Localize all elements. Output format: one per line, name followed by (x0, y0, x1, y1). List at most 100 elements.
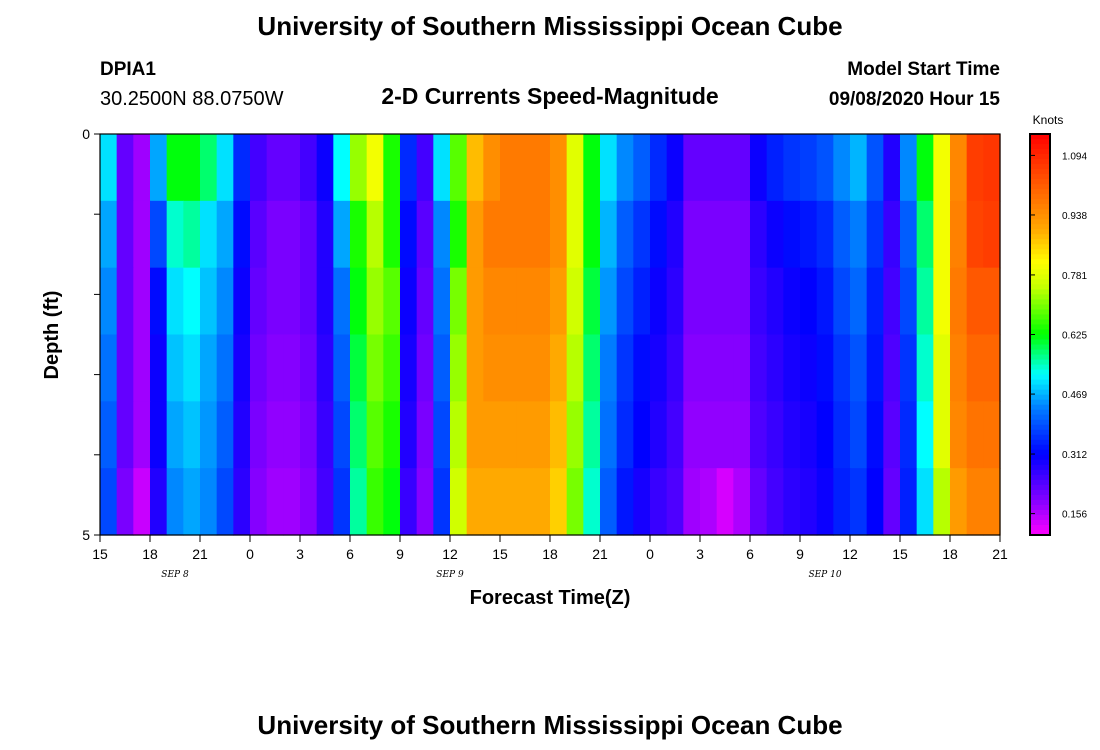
heatmap-cell (300, 134, 318, 202)
heatmap-cell (700, 200, 718, 269)
heatmap-cell (666, 401, 684, 469)
heatmap-cell (316, 200, 334, 269)
model-start-label: Model Start Time (847, 59, 1000, 80)
heatmap-cell (483, 200, 501, 269)
heatmap-cell (466, 468, 484, 536)
heatmap-cell (383, 200, 401, 269)
heatmap-cell (633, 134, 651, 202)
colorbar-unit: Knots (1033, 113, 1064, 127)
x-tick-label: 12 (842, 546, 858, 562)
heatmap-cell (366, 267, 384, 336)
heatmap-cell (616, 334, 634, 402)
y-axis-title: Depth (ft) (41, 291, 63, 380)
x-tick-label: 21 (992, 546, 1008, 562)
heatmap-cell (733, 134, 751, 202)
colorbar-segment (1030, 249, 1050, 255)
heatmap-cell (150, 200, 168, 269)
heatmap-cell (916, 134, 934, 202)
x-tick-label: 3 (696, 546, 704, 562)
colorbar-segment (1030, 229, 1050, 235)
heatmap-cell (483, 401, 501, 469)
heatmap-cell (283, 468, 301, 536)
heatmap-cell (366, 334, 384, 402)
heatmap-cell (400, 200, 418, 269)
heatmap-cell (833, 334, 851, 402)
heatmap-cell (183, 401, 201, 469)
heatmap-cell (383, 334, 401, 402)
heatmap-cell (616, 267, 634, 336)
heatmap-cell (900, 200, 918, 269)
heatmap-cell (650, 468, 668, 536)
heatmap-cell (616, 200, 634, 269)
heatmap-cell (933, 267, 951, 336)
heatmap-cell (900, 468, 918, 536)
heatmap-cell (200, 134, 218, 202)
colorbar-tick-label: 0.469 (1062, 390, 1087, 401)
heatmap-cell (500, 134, 518, 202)
heatmap-cell (166, 267, 184, 336)
heatmap-cell (816, 468, 834, 536)
heatmap-cell (966, 401, 984, 469)
heatmap-cell (183, 134, 201, 202)
x-tick-label: 9 (796, 546, 804, 562)
colorbar-segment (1030, 254, 1050, 260)
heatmap-cell (800, 468, 818, 536)
heatmap-cell (400, 334, 418, 402)
colorbar-segment (1030, 139, 1050, 145)
colorbar-segment (1030, 279, 1050, 285)
heatmap-cell (100, 267, 118, 336)
heatmap-cell (783, 468, 801, 536)
heatmap-cell (166, 468, 184, 536)
heatmap-cell (183, 267, 201, 336)
heatmap-cell (650, 267, 668, 336)
heatmap-cell (283, 334, 301, 402)
heatmap-cell (933, 468, 951, 536)
heatmap-cell (633, 401, 651, 469)
heatmap-cell (283, 200, 301, 269)
heatmap-cell (433, 134, 451, 202)
heatmap-cell (583, 334, 601, 402)
heatmap-cell (516, 334, 534, 402)
heatmap-cell (933, 334, 951, 402)
heatmap-cell (516, 401, 534, 469)
heatmap-cell (516, 200, 534, 269)
heatmap-cell (600, 200, 618, 269)
heatmap-cell (483, 334, 501, 402)
colorbar-segment (1030, 214, 1050, 220)
heatmap-cell (466, 401, 484, 469)
colorbar-segment (1030, 404, 1050, 411)
heatmap-cell (850, 200, 868, 269)
x-tick-label: 0 (246, 546, 254, 562)
y-tick-label: 0 (82, 126, 90, 142)
heatmap-cell (900, 334, 918, 402)
colorbar-segment (1030, 259, 1050, 265)
heatmap-cell (883, 468, 901, 536)
heatmap-cell (533, 200, 551, 269)
x-tick-label: 18 (542, 546, 558, 562)
heatmap-cell (950, 401, 968, 469)
heatmap-cell (966, 334, 984, 402)
y-axis: 05 (82, 126, 100, 543)
heatmap-cell (850, 468, 868, 536)
heatmap-cell (916, 468, 934, 536)
colorbar-segment (1030, 274, 1050, 280)
colorbar-segment (1030, 319, 1050, 326)
heatmap-cell (616, 134, 634, 202)
y-tick-label: 5 (82, 527, 90, 543)
heatmap-cell (566, 267, 584, 336)
colorbar-segment (1030, 144, 1050, 150)
heatmap-cell (800, 134, 818, 202)
heatmap-cell (183, 468, 201, 536)
heatmap-cell (583, 200, 601, 269)
heatmap-cell (650, 200, 668, 269)
heatmap-cell (450, 267, 468, 336)
heatmap-cell (150, 134, 168, 202)
heatmap-cell (950, 468, 968, 536)
colorbar-segment (1030, 284, 1050, 290)
heatmap-cell (550, 134, 568, 202)
heatmap-cell (800, 267, 818, 336)
colorbar-segment (1030, 454, 1050, 461)
heatmap-cell (566, 401, 584, 469)
heatmap-cell (766, 401, 784, 469)
